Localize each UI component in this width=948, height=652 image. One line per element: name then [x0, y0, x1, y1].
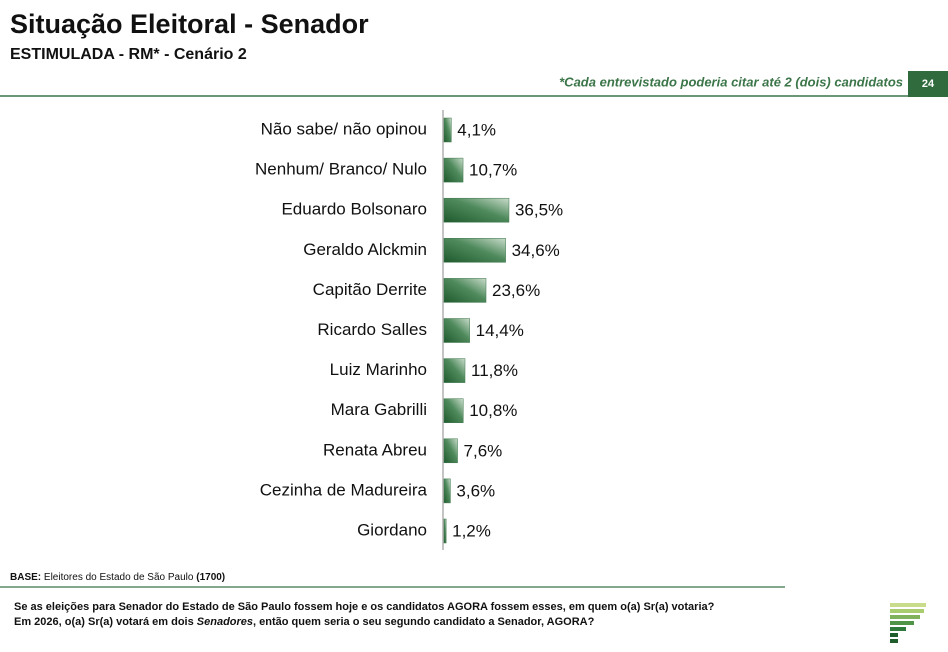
category-label: Eduardo Bolsonaro	[281, 200, 427, 219]
value-label: 10,7%	[469, 161, 517, 180]
base-note: BASE: Eleitores do Estado de São Paulo (…	[10, 572, 225, 583]
value-label: 10,8%	[469, 401, 517, 420]
note: *Cada entrevistado poderia citar até 2 (…	[559, 74, 903, 89]
logo	[890, 603, 926, 643]
value-label: 11,8%	[471, 361, 518, 380]
bar	[443, 438, 458, 464]
category-label: Nenhum/ Branco/ Nulo	[255, 160, 427, 179]
category-label: Giordano	[357, 520, 427, 539]
bar	[443, 197, 510, 223]
value-label: 4,1%	[457, 120, 496, 139]
category-label: Renata Abreu	[323, 440, 427, 459]
value-label: 3,6%	[456, 481, 495, 500]
category-label: Geraldo Alckmin	[303, 240, 427, 259]
value-label: 7,6%	[464, 441, 503, 460]
base-label: BASE:	[10, 572, 41, 583]
question-text: Em 2026, o(a) Sr(a) votará em dois	[14, 616, 197, 628]
category-label: Cezinha de Madureira	[260, 480, 428, 499]
category-label: Mara Gabrilli	[331, 400, 427, 419]
value-label: 23,6%	[492, 281, 540, 300]
bar	[443, 278, 487, 303]
bar	[443, 478, 451, 504]
category-label: Não sabe/ não opinou	[261, 119, 427, 138]
bar	[443, 157, 464, 183]
category-label: Ricardo Salles	[317, 320, 427, 339]
question-text: Senadores	[197, 616, 253, 628]
value-label: 34,6%	[512, 241, 560, 260]
value-label: 1,2%	[452, 521, 491, 540]
question-line: Em 2026, o(a) Sr(a) votará em dois Senad…	[14, 616, 595, 628]
page-badge	[908, 71, 948, 97]
question-text: , então quem seria o seu segundo candida…	[253, 616, 595, 628]
value-label: 14,4%	[476, 321, 524, 340]
chart-title: Situação Eleitoral - Senador	[10, 9, 369, 39]
base-count: (1700)	[196, 572, 225, 583]
value-label: 36,5%	[515, 201, 563, 220]
bar	[443, 358, 466, 383]
question-line: Se as eleições para Senador do Estado de…	[14, 601, 715, 613]
bar	[443, 117, 452, 143]
bar	[443, 398, 464, 423]
category-label: Capitão Derrite	[313, 280, 427, 299]
base-text: Eleitores do Estado de São Paulo	[44, 572, 194, 583]
bar	[443, 518, 447, 544]
chart-subtitle: ESTIMULADA - RM* - Cenário 2	[10, 46, 247, 63]
bar	[443, 238, 506, 263]
bar	[443, 318, 470, 343]
category-label: Luiz Marinho	[330, 360, 427, 379]
page-number: 24	[922, 78, 935, 90]
